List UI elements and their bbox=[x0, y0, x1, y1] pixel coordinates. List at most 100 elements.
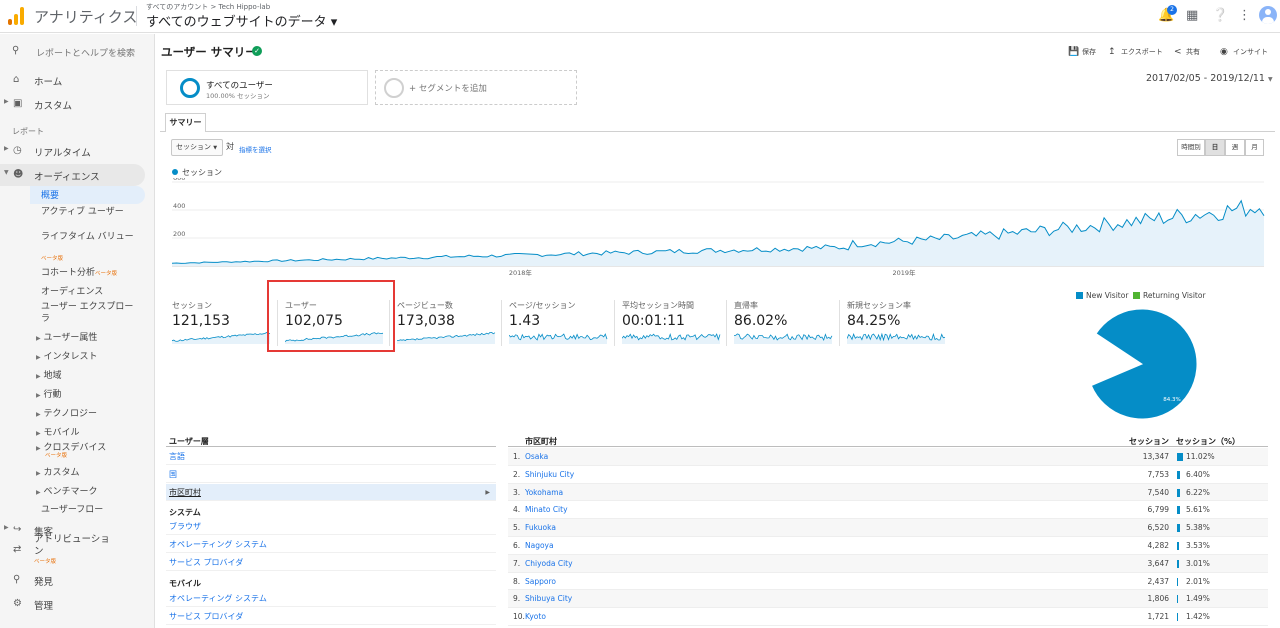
save-icon: 💾 bbox=[1068, 47, 1080, 57]
pie-slice[interactable] bbox=[1090, 308, 1198, 420]
granularity-month[interactable]: 月 bbox=[1245, 139, 1264, 156]
sidebar-item-demographics[interactable]: ▶ ユーザー属性 bbox=[36, 330, 97, 343]
scorecard[interactable]: ページビュー数 173,038 bbox=[397, 300, 507, 348]
city-link[interactable]: Sapporo bbox=[525, 576, 556, 586]
share-bar bbox=[1177, 595, 1178, 604]
granularity-day[interactable]: 日 bbox=[1205, 139, 1225, 156]
dimension-service-provider[interactable]: サービス プロバイダ bbox=[166, 554, 496, 571]
apps-grid-icon[interactable]: ▦ bbox=[1186, 8, 1199, 23]
analytics-logo-icon[interactable] bbox=[8, 7, 24, 25]
scorecard-value: 173,038 bbox=[397, 313, 455, 329]
city-link[interactable]: Shinjuku City bbox=[525, 469, 575, 479]
sidebar-item-behavior[interactable]: ▶ 行動 bbox=[36, 387, 62, 400]
table-row[interactable]: 9. Shibuya City 1,806 1.49% bbox=[508, 590, 1268, 609]
segment-ring-icon bbox=[180, 78, 200, 98]
table-row[interactable]: 4. Minato City 6,799 5.61% bbox=[508, 501, 1268, 520]
attribution-icon: ⇄ bbox=[13, 544, 22, 555]
view-selector[interactable]: すべてのウェブサイトのデータ ▾ bbox=[146, 15, 338, 30]
header-divider bbox=[508, 446, 1268, 447]
share-button[interactable]: 共有 bbox=[1186, 48, 1200, 56]
dimension-os[interactable]: オペレーティング システム bbox=[166, 536, 496, 553]
sidebar-item-benchmarking[interactable]: ▶ ベンチマーク bbox=[36, 484, 98, 497]
city-link[interactable]: Osaka bbox=[525, 452, 549, 461]
scorecard-title: 新規セッション率 bbox=[847, 301, 911, 310]
more-vert-icon[interactable]: ⋮ bbox=[1238, 8, 1251, 23]
dimension-browser[interactable]: ブラウザ bbox=[166, 518, 496, 535]
sparkline bbox=[397, 332, 496, 344]
table-row[interactable]: 8. Sapporo 2,437 2.01% bbox=[508, 573, 1268, 591]
sidebar-item-mobile[interactable]: ▶ モバイル bbox=[36, 425, 80, 438]
dimension-city[interactable]: 市区町村 ▶ bbox=[166, 484, 496, 501]
city-link[interactable]: Fukuoka bbox=[525, 523, 556, 533]
sidebar-item-overview[interactable]: 概要 bbox=[41, 191, 60, 201]
sidebar-item-cohort[interactable]: コホート分析ベータ版 bbox=[41, 267, 141, 280]
table-row[interactable]: 10. Kyoto 1,721 1.42% bbox=[508, 608, 1268, 626]
search-input[interactable]: レポートとヘルプを検索 bbox=[36, 49, 136, 59]
scorecard-title: 直帰率 bbox=[734, 301, 758, 310]
table-row[interactable]: 6. Nagoya 4,282 3.53% bbox=[508, 537, 1268, 555]
row-index: 4. bbox=[513, 505, 521, 515]
sidebar-item-label: 集客 bbox=[34, 527, 54, 538]
table-row[interactable]: 7. Chiyoda City 3,647 3.01% bbox=[508, 554, 1268, 573]
sidebar-item-audiences[interactable]: オーディエンス bbox=[41, 287, 104, 297]
caret-right-icon: ▶ bbox=[36, 392, 41, 399]
dimension-country[interactable]: 国 bbox=[166, 466, 496, 483]
sidebar-item-cross-device[interactable]: ▶ クロスデバイス bbox=[36, 440, 106, 453]
tab-summary[interactable]: サマリー bbox=[165, 113, 206, 132]
dimension-language[interactable]: 言語 bbox=[166, 448, 496, 465]
add-segment-button[interactable] bbox=[375, 70, 577, 105]
caret-right-icon: ▶ bbox=[36, 430, 41, 437]
dimension-mobile-service-provider[interactable]: サービス プロバイダ bbox=[166, 608, 496, 625]
city-link[interactable]: Yokohama bbox=[525, 487, 564, 497]
sessions-value: 6,799 bbox=[1147, 505, 1169, 515]
sidebar-item-users-flow[interactable]: ユーザーフロー bbox=[41, 505, 104, 515]
city-link[interactable]: Nagoya bbox=[525, 541, 554, 550]
x-tick-label: 2019年 bbox=[892, 268, 916, 277]
sidebar-item-custom-audience[interactable]: ▶ カスタム bbox=[36, 465, 80, 478]
table-row[interactable]: 3. Yokohama 7,540 6.22% bbox=[508, 483, 1268, 502]
scorecard-divider bbox=[839, 300, 840, 346]
sidebar-item-technology[interactable]: ▶ テクノロジー bbox=[36, 406, 97, 419]
legend-swatch-returning bbox=[1133, 292, 1140, 299]
avatar[interactable] bbox=[1259, 6, 1277, 24]
chevron-down-icon: ▼ bbox=[213, 145, 218, 151]
scorecard[interactable]: セッション 121,153 bbox=[172, 300, 282, 348]
city-link[interactable]: Kyoto bbox=[525, 612, 546, 622]
scorecard[interactable]: 直帰率 86.02% bbox=[734, 300, 844, 348]
sidebar-item-interests[interactable]: ▶ インタレスト bbox=[36, 349, 98, 362]
caret-down-icon: ▼ bbox=[4, 169, 9, 176]
sparkline-line bbox=[172, 332, 271, 342]
city-link[interactable]: Chiyoda City bbox=[525, 558, 573, 568]
scorecard[interactable]: 平均セッション時間 00:01:11 bbox=[622, 300, 732, 348]
table-row[interactable]: 2. Shinjuku City 7,753 6.40% bbox=[508, 466, 1268, 484]
city-link[interactable]: Minato City bbox=[525, 505, 568, 515]
table-row[interactable]: 5. Fukuoka 6,520 5.38% bbox=[508, 519, 1268, 537]
sidebar-item-geo[interactable]: ▶ 地域 bbox=[36, 368, 62, 381]
scorecard[interactable]: 新規セッション率 84.25% bbox=[847, 300, 957, 348]
insights-button[interactable]: インサイト bbox=[1233, 48, 1268, 56]
sessions-column-header: セッション bbox=[1129, 437, 1169, 446]
legend-swatch-new bbox=[1076, 292, 1083, 299]
help-icon[interactable]: ❔ bbox=[1212, 8, 1229, 23]
city-link[interactable]: Shibuya City bbox=[525, 594, 573, 604]
row-index: 6. bbox=[513, 541, 521, 550]
sidebar-item-lifetime-value[interactable]: ライフタイム バリュー bbox=[41, 232, 134, 242]
date-range-text: 2017/02/05 - 2019/12/11 bbox=[1146, 73, 1265, 84]
dashboard-icon: ▣ bbox=[13, 98, 23, 109]
metric-select[interactable]: セッション ▼ bbox=[171, 139, 223, 156]
select-metric-link[interactable]: 指標を選択 bbox=[239, 146, 272, 154]
granularity-week[interactable]: 週 bbox=[1225, 139, 1245, 156]
scorecard[interactable]: ページ/セッション 1.43 bbox=[509, 300, 619, 348]
sidebar-item-active-users[interactable]: アクティブ ユーザー bbox=[41, 207, 124, 217]
save-button[interactable]: 保存 bbox=[1082, 48, 1096, 56]
sidebar-item-user-explorer[interactable]: ユーザー エクスプローラ bbox=[41, 302, 134, 324]
table-row[interactable]: 1. Osaka 13,347 11.02% bbox=[508, 448, 1268, 466]
export-button[interactable]: エクスポート bbox=[1121, 48, 1163, 56]
empty-ring-icon bbox=[384, 78, 404, 98]
notification-badge: 2 bbox=[1167, 5, 1177, 15]
scorecard[interactable]: ユーザー 102,075 bbox=[285, 300, 395, 348]
granularity-hourly[interactable]: 時間別 bbox=[1177, 139, 1205, 156]
breadcrumb[interactable]: すべてのアカウント > Tech Hippo-lab bbox=[146, 3, 271, 11]
dimension-mobile-os[interactable]: オペレーティング システム bbox=[166, 590, 496, 607]
date-range-picker[interactable]: 2017/02/05 - 2019/12/11 ▼ bbox=[1146, 73, 1273, 84]
